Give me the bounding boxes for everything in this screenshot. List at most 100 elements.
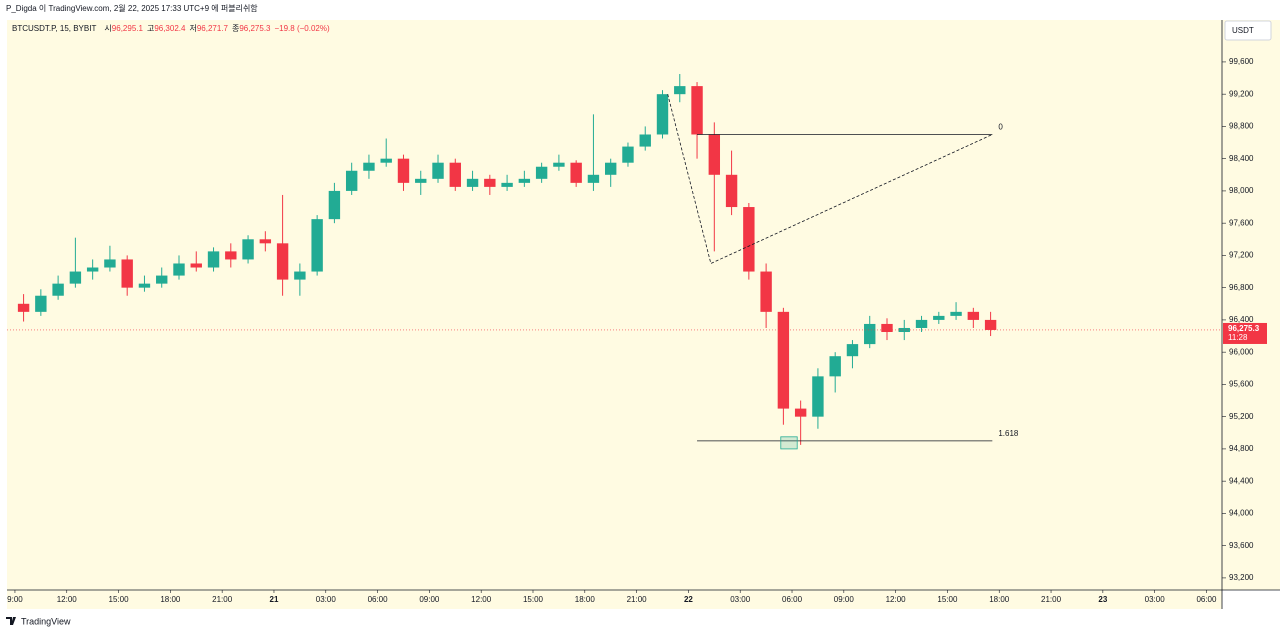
y-tick-label: 98,000 — [1229, 186, 1254, 195]
ohlc-label: 고 — [147, 24, 154, 33]
y-tick-label: 93,200 — [1229, 573, 1254, 582]
y-tick-label: 95,200 — [1229, 412, 1254, 421]
x-tick-label: 21:00 — [212, 595, 233, 604]
y-tick-label: 97,600 — [1229, 218, 1254, 227]
candle-body — [639, 134, 651, 147]
ohlc-value: 96,271.7 — [197, 24, 229, 33]
candle-body — [156, 275, 168, 284]
candle-body — [69, 271, 82, 284]
candle-body — [915, 319, 928, 328]
candle-body — [846, 344, 859, 357]
ohlc-label: 저 — [189, 24, 196, 33]
candle-body — [104, 259, 116, 268]
candle-body — [207, 251, 220, 268]
x-tick-label: 03:00 — [730, 595, 751, 604]
x-tick-label: 15:00 — [523, 595, 544, 604]
x-tick-label: 23 — [1098, 595, 1107, 604]
candle-body — [190, 263, 202, 268]
x-tick-label: 12:00 — [471, 595, 492, 604]
candle-body — [138, 283, 151, 288]
candle-body — [829, 356, 841, 377]
candle-body — [674, 86, 686, 95]
x-tick-label: 09:00 — [419, 595, 440, 604]
candle-body — [449, 162, 461, 187]
candle-body — [17, 303, 30, 312]
x-tick-label: 09:00 — [834, 595, 855, 604]
x-tick-label: 18:00 — [160, 595, 181, 604]
ohlc-value: 96,295.1 — [112, 24, 144, 33]
candle-body — [380, 158, 392, 163]
candle-body — [708, 134, 721, 175]
change: −19.8 (−0.02%) — [274, 24, 329, 33]
x-tick-label: 12:00 — [886, 595, 907, 604]
ohlc-value: 96,275.3 — [239, 24, 271, 33]
candle-body — [553, 162, 565, 167]
candle-body — [466, 178, 479, 187]
candle-body — [691, 86, 703, 135]
x-tick-label: 12:00 — [57, 595, 78, 604]
plot-area — [7, 20, 1222, 590]
last-price-label: 96,275.3 — [1228, 324, 1260, 333]
highlight-box — [780, 436, 798, 450]
x-tick-label: 06:00 — [368, 595, 389, 604]
publish-header: P_Digda 이 TradingView.com, 2월 22, 2025 1… — [6, 3, 258, 13]
symbol: BTCUSDT.P, 15, BYBIT — [12, 24, 96, 33]
y-tick-label: 98,400 — [1229, 154, 1254, 163]
candle-body — [86, 267, 99, 272]
candle-body — [363, 162, 375, 171]
candle-body — [518, 178, 531, 183]
candle-body — [311, 219, 323, 272]
x-tick-label: 21:00 — [627, 595, 648, 604]
candle-body — [501, 182, 513, 187]
candle-body — [535, 166, 548, 179]
y-tick-label: 97,200 — [1229, 251, 1254, 260]
currency: USDT — [1232, 26, 1254, 35]
candle-body — [432, 162, 444, 179]
candle-body — [743, 207, 755, 272]
fib-label: 1.618 — [998, 429, 1019, 438]
candle-body — [121, 259, 133, 288]
ohlc-value: 96,302.4 — [154, 24, 186, 33]
candle-body — [984, 319, 997, 330]
candle-body — [812, 376, 824, 417]
candle-body — [777, 311, 790, 409]
candle-body — [276, 243, 289, 280]
candle-body — [760, 271, 772, 312]
x-tick-label: 06:00 — [782, 595, 803, 604]
x-tick-label: 15:00 — [937, 595, 958, 604]
x-tick-label: 21 — [270, 595, 279, 604]
y-tick-label: 96,400 — [1229, 315, 1254, 324]
ohlc-label: 종 — [232, 24, 239, 33]
y-tick-label: 99,600 — [1229, 57, 1254, 66]
candle-body — [950, 311, 962, 316]
candle-body — [967, 311, 980, 320]
candle-body — [397, 158, 410, 183]
price-axis-area — [1222, 20, 1280, 590]
candle-body — [864, 323, 876, 345]
candle-body — [52, 283, 64, 296]
fib-label: 0 — [998, 123, 1003, 132]
candle-body — [294, 271, 306, 280]
y-tick-label: 99,200 — [1229, 89, 1254, 98]
candle-body — [35, 295, 47, 312]
candle-body — [794, 408, 807, 417]
candle-body — [415, 178, 427, 183]
footer-logo — [6, 617, 16, 625]
legend-row: BTCUSDT.P, 15, BYBIT 시96,295.1 고96,302.4 저… — [12, 24, 330, 33]
candle-body — [605, 162, 617, 175]
ohlc-label: 시 — [104, 24, 111, 33]
candle-body — [881, 323, 893, 333]
trend-line — [667, 94, 993, 265]
footer-brand: TradingView — [21, 616, 71, 626]
x-tick-label: 06:00 — [1196, 595, 1217, 604]
y-tick-label: 96,000 — [1229, 347, 1254, 356]
time-axis-area — [7, 590, 1222, 609]
y-tick-label: 96,800 — [1229, 283, 1254, 292]
x-tick-label: 21:00 — [1041, 595, 1062, 604]
y-tick-label: 94,000 — [1229, 509, 1254, 518]
candle-body — [622, 146, 634, 163]
currency-box — [1224, 20, 1272, 41]
x-tick-label: 03:00 — [1145, 595, 1166, 604]
y-tick-label: 98,800 — [1229, 122, 1254, 131]
